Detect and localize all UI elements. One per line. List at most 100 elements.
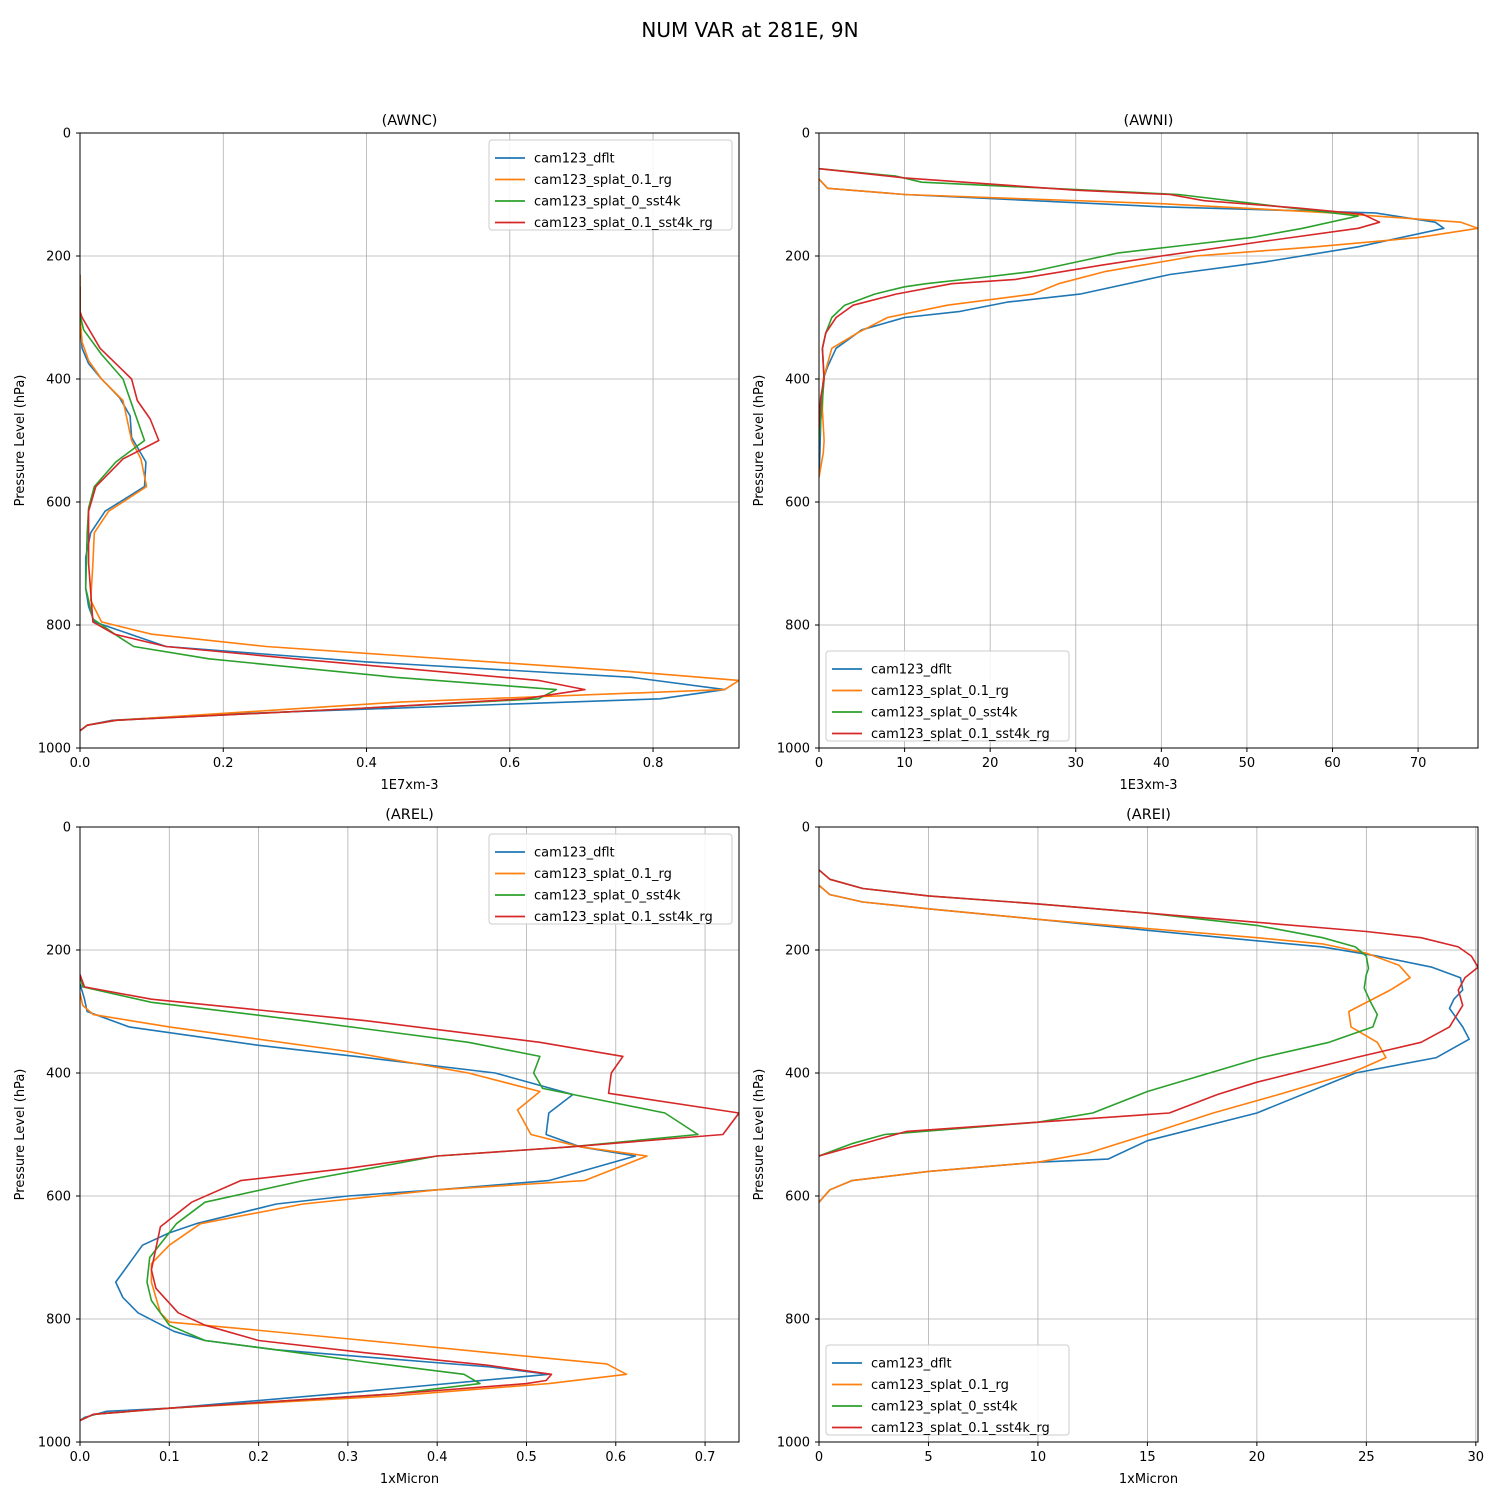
x-axis-label: 1E3xm-3 [1119, 778, 1177, 793]
y-tick-label: 800 [46, 1313, 71, 1328]
legend-label: cam123_splat_0.1_rg [534, 173, 672, 188]
y-axis-label: Pressure Level (hPa) [752, 375, 767, 507]
plot-frame [818, 826, 1479, 1443]
legend-label: cam123_splat_0.1_rg [871, 684, 1009, 699]
x-tick-label: 40 [1153, 756, 1170, 771]
panel-title: (AWNI) [1124, 113, 1174, 129]
legend-label: cam123_splat_0.1_sst4k_rg [871, 727, 1050, 742]
series-line-cam123-splat-0-sst4k [819, 869, 1379, 1157]
y-tick-label: 600 [46, 1190, 71, 1205]
x-tick-label: 0.4 [427, 1450, 448, 1465]
x-tick-label: 30 [1468, 1450, 1485, 1465]
x-tick-label: 0.0 [70, 1450, 91, 1465]
y-tick-label: 400 [785, 1067, 810, 1082]
series-line-cam123-splat-0-1-rg [80, 274, 739, 732]
legend-label: cam123_splat_0.1_sst4k_rg [534, 216, 713, 231]
x-axis-label: 1xMicron [380, 1472, 439, 1487]
x-tick-label: 0.2 [248, 1450, 269, 1465]
legend-label: cam123_dflt [871, 1357, 952, 1372]
plot-frame [79, 132, 740, 749]
series-group [80, 274, 739, 732]
legend-label: cam123_splat_0.1_sst4k_rg [871, 1421, 1050, 1436]
y-tick-label: 1000 [777, 742, 810, 757]
y-axis-label: Pressure Level (hPa) [13, 375, 28, 507]
legend-label: cam123_dflt [534, 846, 615, 861]
series-line-cam123-dflt [80, 274, 726, 732]
y-tick-label: 600 [785, 496, 810, 511]
y-tick-label: 200 [46, 250, 71, 265]
x-tick-label: 70 [1410, 756, 1427, 771]
series-line-cam123-splat-0-sst4k [80, 286, 558, 732]
legend: cam123_dflt cam123_splat_0.1_rg cam123_s… [488, 833, 733, 925]
axes: 0 5 10 15 20 25 30 0 200 400 600 800 1000 [777, 821, 1484, 1466]
legend-frame [825, 1344, 1070, 1436]
x-tick-label: 20 [982, 756, 999, 771]
legend-label: cam123_splat_0_sst4k [534, 889, 681, 904]
series-group [80, 974, 739, 1422]
x-tick-label: 0.8 [643, 756, 664, 771]
legend: cam123_dflt cam123_splat_0.1_rg cam123_s… [825, 650, 1070, 742]
plot-frame [79, 826, 740, 1443]
axes: 0.0 0.2 0.4 0.6 0.8 0 200 400 600 800 1000 [38, 127, 740, 771]
x-tick-label: 0.5 [516, 1450, 537, 1465]
legend-frame [488, 139, 733, 231]
x-tick-label: 20 [1249, 1450, 1266, 1465]
x-tick-label: 0.1 [159, 1450, 180, 1465]
y-axis-label: Pressure Level (hPa) [13, 1069, 28, 1201]
x-tick-label: 0.6 [605, 1450, 626, 1465]
x-tick-label: 0.3 [338, 1450, 359, 1465]
x-tick-label: 60 [1324, 756, 1341, 771]
y-tick-label: 800 [785, 619, 810, 634]
legend-label: cam123_splat_0.1_sst4k_rg [534, 910, 713, 925]
x-tick-label: 50 [1239, 756, 1256, 771]
x-tick-label: 10 [1030, 1450, 1047, 1465]
y-tick-label: 600 [46, 496, 71, 511]
y-tick-label: 0 [802, 821, 810, 836]
legend-label: cam123_splat_0_sst4k [871, 1400, 1018, 1415]
series-line-cam123-splat-0-1-sst4k-rg [80, 286, 586, 732]
series-group [819, 167, 1478, 478]
series-line-cam123-splat-0-1-rg [819, 178, 1478, 478]
panel-arel: 0.0 0.1 0.2 0.3 0.4 0.5 0.6 0.7 0 200 400 600 800 100… [13, 807, 740, 1487]
y-axis-label: Pressure Level (hPa) [752, 1069, 767, 1201]
y-tick-label: 0 [63, 821, 71, 836]
y-tick-label: 1000 [38, 742, 71, 757]
x-tick-label: 0.6 [499, 756, 520, 771]
y-tick-label: 1000 [777, 1436, 810, 1451]
legend: cam123_dflt cam123_splat_0.1_rg cam123_s… [488, 139, 733, 231]
legend-label: cam123_splat_0_sst4k [871, 706, 1018, 721]
legend-frame [488, 833, 733, 925]
y-tick-label: 800 [785, 1313, 810, 1328]
x-tick-label: 0.2 [213, 756, 234, 771]
panel-arei: 0 5 10 15 20 25 30 0 200 400 600 800 1000 (AREI) 1xM… [752, 807, 1484, 1487]
x-axis-label: 1xMicron [1119, 1472, 1178, 1487]
plot-frame [818, 132, 1479, 749]
x-tick-label: 0.4 [356, 756, 377, 771]
legend-label: cam123_splat_0_sst4k [534, 195, 681, 210]
panel-title: (AREI) [1126, 807, 1171, 823]
y-tick-label: 400 [46, 1067, 71, 1082]
x-tick-label: 15 [1139, 1450, 1156, 1465]
series-line-cam123-splat-0-1-rg [819, 884, 1411, 1203]
figure-title: NUM VAR at 281E, 9N [641, 18, 858, 42]
y-tick-label: 1000 [38, 1436, 71, 1451]
x-tick-label: 30 [1067, 756, 1084, 771]
series-line-cam123-splat-0-sst4k [80, 974, 699, 1422]
legend-frame [825, 650, 1070, 742]
y-tick-label: 0 [63, 127, 71, 142]
series-line-cam123-splat-0-1-rg [80, 992, 648, 1422]
y-tick-label: 400 [785, 373, 810, 388]
x-axis-label: 1E7xm-3 [380, 778, 438, 793]
y-tick-label: 800 [46, 619, 71, 634]
y-tick-label: 200 [46, 944, 71, 959]
axes: 0.0 0.1 0.2 0.3 0.4 0.5 0.6 0.7 0 200 400 600 800 100… [38, 821, 740, 1465]
x-tick-label: 0 [815, 756, 823, 771]
y-tick-label: 400 [46, 373, 71, 388]
series-line-cam123-dflt [80, 983, 637, 1422]
legend-label: cam123_dflt [871, 663, 952, 678]
axes: 0 10 20 30 40 50 60 70 0 200 400 600 800 1000 [777, 127, 1479, 771]
panel-title: (AREL) [385, 807, 434, 823]
panel-title: (AWNC) [382, 113, 438, 129]
